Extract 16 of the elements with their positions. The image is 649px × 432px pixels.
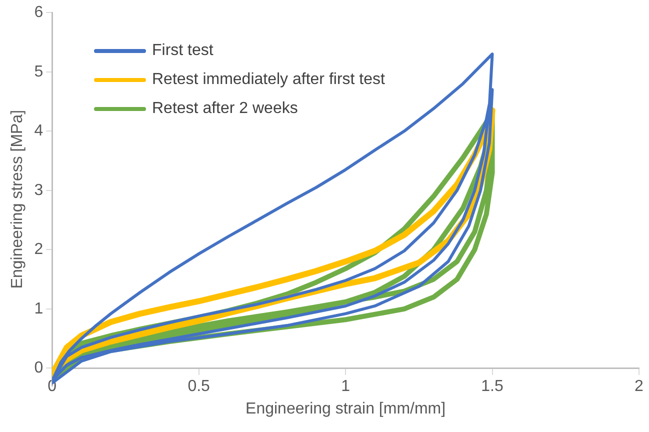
y-tick-label: 0 (34, 360, 44, 377)
y-tick-label: 2 (34, 241, 44, 258)
legend-label: Retest after 2 weeks (152, 100, 298, 118)
y-tick-label: 5 (34, 63, 44, 80)
x-tick-label: 0.5 (188, 378, 210, 396)
y-tick-label: 6 (34, 4, 44, 22)
legend-label: First test (152, 42, 214, 60)
x-tick-label: 1 (341, 378, 350, 396)
x-tick-label: 1.5 (481, 378, 504, 396)
y-tick-label: 1 (34, 300, 44, 318)
x-axis-title: Engineering strain [mm/mm] (246, 400, 446, 418)
y-tick-label: 4 (34, 122, 44, 140)
legend-label: Retest immediately after first test (152, 70, 385, 88)
y-tick-label: 3 (34, 182, 44, 199)
x-tick-label: 2 (634, 378, 644, 396)
y-axis-title: Engineering stress [MPa] (9, 110, 26, 289)
